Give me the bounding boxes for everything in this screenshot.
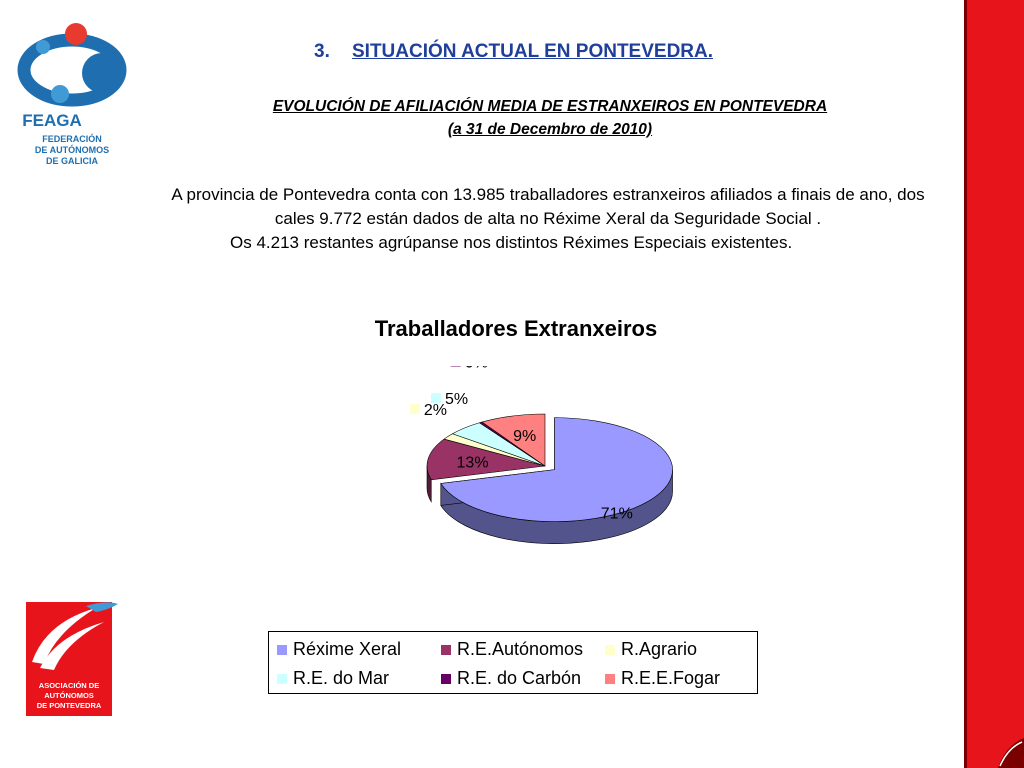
legend-label: R.E. do Mar	[293, 668, 390, 688]
legend-swatch	[605, 673, 615, 684]
pie-label-swatch-2	[409, 403, 420, 414]
chart-title: Traballadores Extranxeiros	[374, 316, 658, 341]
pie-slice-0	[440, 417, 673, 522]
pie-slice-1	[426, 438, 546, 481]
pie-chart: 71% 13% 2%5% 0% 9%	[409, 366, 673, 544]
asociacion-logo-line3: DE PONTEVEDRA	[37, 701, 102, 710]
asociacion-logo-line1: ASOCIACIÓN DE	[39, 681, 99, 690]
right-decorative-bar	[964, 0, 1024, 768]
subtitle-line2: (a 31 de Decembro de 2010)	[447, 121, 653, 138]
legend-label: R.E.Autónomos	[457, 639, 584, 659]
asociacion-logo-line2: AUTÓNOMOS	[44, 691, 94, 700]
body-paragraph-1: A provincia de Pontevedra conta con 13.9…	[171, 185, 925, 228]
legend-swatch	[441, 644, 451, 655]
body-text: A provincia de Pontevedra conta con 13.9…	[166, 183, 930, 255]
legend-label: Réxime Xeral	[293, 639, 402, 659]
legend-item: R.E. do Mar	[277, 668, 441, 689]
legend-row: Réxime Xeral R.E.Autónomos R.Agrario	[277, 635, 757, 664]
section-heading: 3. SITUACIÓN ACTUAL EN PONTEVEDRA.	[314, 41, 713, 63]
subtitle: EVOLUCIÓN DE AFILIACIÓN MEDIA DE ESTRANX…	[170, 95, 930, 141]
legend-row: R.E. do Mar R.E. do Carbón R.E.E.Fogar	[277, 664, 757, 693]
legend-label: R.E. do Carbón	[457, 668, 582, 688]
legend-label: R.Agrario	[621, 639, 698, 659]
feaga-logo-line3: DE GALICIA	[46, 156, 99, 166]
feaga-logo-line1: FEDERACIÓN	[42, 133, 102, 144]
feaga-logo-line2: DE AUTÓNOMOS	[35, 144, 109, 155]
pie-data-label-5: 9%	[513, 428, 536, 445]
asociacion-logo: ASOCIACIÓN DE AUTÓNOMOS DE PONTEVEDRA	[26, 602, 118, 716]
legend-item: Réxime Xeral	[277, 639, 441, 660]
feaga-logo-name: FEAGA	[22, 111, 82, 130]
pie-data-label-4: 0%	[465, 366, 488, 371]
legend-item: R.Agrario	[605, 639, 745, 660]
body-paragraph-2: Os 4.213 restantes agrúpanse nos distint…	[230, 233, 793, 252]
pie-slice-5	[481, 413, 546, 467]
pie-data-label-2: 2%	[424, 402, 447, 419]
pie-data-label-1: 13%	[457, 455, 489, 472]
legend-swatch	[277, 673, 287, 684]
legend-item: R.E.E.Fogar	[605, 668, 745, 689]
pie-label-swatch-3	[431, 393, 442, 404]
section-title: SITUACIÓN ACTUAL EN PONTEVEDRA.	[352, 41, 714, 62]
legend-item: R.E.Autónomos	[441, 639, 605, 660]
legend-label: R.E.E.Fogar	[621, 668, 721, 688]
legend-swatch	[277, 644, 287, 655]
pie-data-label-0: 71%	[601, 506, 633, 523]
legend-swatch	[441, 673, 451, 684]
legend-item: R.E. do Carbón	[441, 668, 605, 689]
chart-legend: Réxime Xeral R.E.Autónomos R.Agrario R.E. d…	[268, 631, 758, 694]
pie-data-label-3: 5%	[445, 391, 468, 408]
subtitle-line1: EVOLUCIÓN DE AFILIACIÓN MEDIA DE ESTRANX…	[272, 98, 828, 115]
feaga-logo: FEAGA FEDERACIÓN DE AUTÓNOMOS DE GALICIA	[17, 23, 127, 166]
legend-swatch	[605, 644, 615, 655]
section-number: 3.	[314, 41, 330, 62]
